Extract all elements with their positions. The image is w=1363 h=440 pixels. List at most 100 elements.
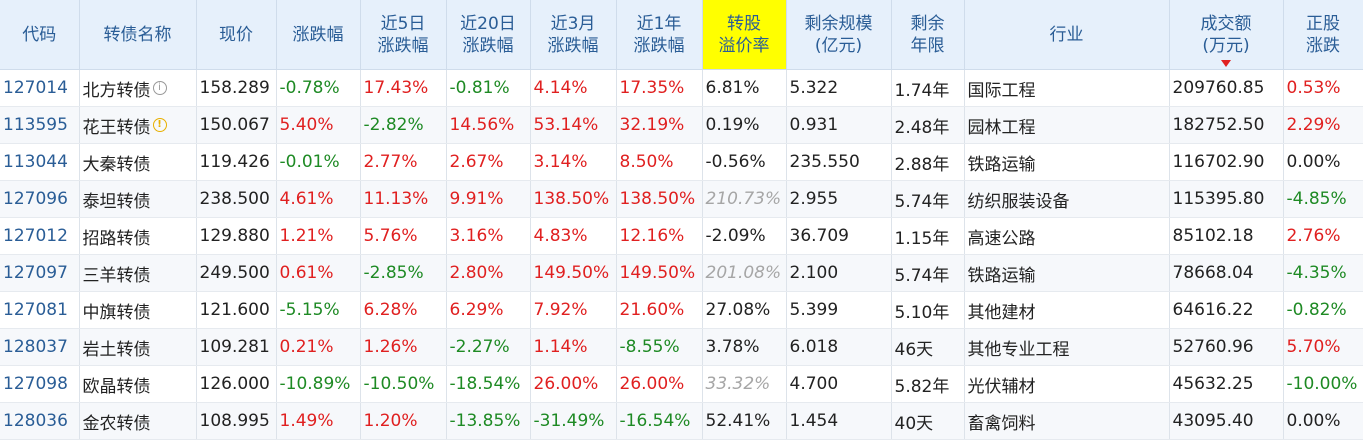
- bond-name[interactable]: 欧晶转债: [82, 376, 151, 397]
- cell-name[interactable]: 花王转债!: [79, 106, 197, 144]
- column-header-name[interactable]: 转债名称: [79, 0, 197, 70]
- cell-code[interactable]: 128036: [0, 402, 80, 440]
- table-row[interactable]: 113044 大秦转债 119.426 -0.01% 2.77% 2.67% 3.14% 8.…: [0, 143, 1363, 181]
- table-row[interactable]: 127097 三羊转债 249.500 0.61% -2.85% 2.80% 149.50%…: [0, 254, 1363, 292]
- cell-chg1y: -8.55%: [616, 328, 703, 366]
- cell-price: 129.880: [196, 217, 277, 255]
- table-row[interactable]: 127096 泰坦转债 238.500 4.61% 11.13% 9.91% 138.50%…: [0, 180, 1363, 218]
- cell-turnover: 85102.18: [1169, 217, 1284, 255]
- column-header-price[interactable]: 现价: [196, 0, 277, 70]
- cell-chg3m: 4.83%: [530, 217, 617, 255]
- cell-name[interactable]: 泰坦转债: [79, 180, 197, 218]
- cell-chg20: 9.91%: [446, 180, 531, 218]
- cell-chg20: 14.56%: [446, 106, 531, 144]
- cell-years: 1.74年: [891, 69, 965, 107]
- table-row[interactable]: 127012 招路转债 129.880 1.21% 5.76% 3.16% 4.83% 12.…: [0, 217, 1363, 255]
- bond-name[interactable]: 岩土转债: [82, 339, 151, 360]
- cell-stock: 0.00%: [1283, 402, 1363, 440]
- cell-code[interactable]: 113044: [0, 143, 80, 181]
- cell-price: 126.000: [196, 365, 277, 403]
- table-row[interactable]: 128036 金农转债 108.995 1.49% 1.20% -13.85% -31.49…: [0, 402, 1363, 440]
- cell-chg3m: 53.14%: [530, 106, 617, 144]
- cell-name[interactable]: 中旗转债: [79, 291, 197, 329]
- cell-chg20: 6.29%: [446, 291, 531, 329]
- column-header-change-5d[interactable]: 近5日 涨跌幅: [360, 0, 447, 70]
- column-header-stock-change[interactable]: 正股 涨跌: [1283, 0, 1363, 70]
- header-label: 现价: [219, 24, 253, 45]
- cell-code[interactable]: 127014: [0, 69, 80, 107]
- sort-desc-icon[interactable]: [1221, 60, 1231, 67]
- table-row[interactable]: 127081 中旗转债 121.600 -5.15% 6.28% 6.29% 7.92% 21…: [0, 291, 1363, 329]
- header-label-line2: 涨跌幅: [633, 35, 685, 56]
- cell-turnover: 45632.25: [1169, 365, 1284, 403]
- bond-name[interactable]: 中旗转债: [82, 302, 151, 323]
- header-label-line2: 涨跌幅: [462, 35, 514, 56]
- cell-chg: 5.40%: [276, 106, 361, 144]
- cell-price: 121.600: [196, 291, 277, 329]
- cell-chg3m: -31.49%: [530, 402, 617, 440]
- cell-name[interactable]: 金农转债: [79, 402, 197, 440]
- bond-name[interactable]: 花王转债: [82, 117, 151, 138]
- cell-stock: -0.82%: [1283, 291, 1363, 329]
- bond-name[interactable]: 大秦转债: [82, 154, 151, 175]
- cell-name[interactable]: 岩土转债: [79, 328, 197, 366]
- bond-name[interactable]: 北方转债: [82, 80, 151, 101]
- column-header-change-3m[interactable]: 近3月 涨跌幅: [530, 0, 617, 70]
- cell-chg5: 11.13%: [360, 180, 447, 218]
- table-row[interactable]: 127098 欧晶转债 126.000 -10.89% -10.50% -18.54% 26…: [0, 365, 1363, 403]
- cell-chg5: -2.85%: [360, 254, 447, 292]
- cell-chg: -0.01%: [276, 143, 361, 181]
- warning-icon[interactable]: !: [152, 118, 167, 132]
- info-icon[interactable]: i: [152, 81, 167, 95]
- cell-premium: 52.41%: [702, 402, 787, 440]
- table-row[interactable]: 128037 岩土转债 109.281 0.21% 1.26% -2.27% 1.14% -8…: [0, 328, 1363, 366]
- cell-chg: -10.89%: [276, 365, 361, 403]
- cell-stock: 0.00%: [1283, 143, 1363, 181]
- column-header-change-20d[interactable]: 近20日 涨跌幅: [446, 0, 531, 70]
- column-header-change-1y[interactable]: 近1年 涨跌幅: [616, 0, 703, 70]
- cell-chg: 0.61%: [276, 254, 361, 292]
- table-row[interactable]: 113595 花王转债! 150.067 5.40% -2.82% 14.56% 53.14…: [0, 106, 1363, 144]
- cell-name[interactable]: 三羊转债: [79, 254, 197, 292]
- cell-code[interactable]: 127096: [0, 180, 80, 218]
- cell-price: 109.281: [196, 328, 277, 366]
- bond-name[interactable]: 金农转债: [82, 413, 151, 434]
- cell-name[interactable]: 大秦转债: [79, 143, 197, 181]
- cell-years: 5.74年: [891, 180, 965, 218]
- cell-chg3m: 3.14%: [530, 143, 617, 181]
- cell-stock: -4.85%: [1283, 180, 1363, 218]
- header-label: 代码: [22, 24, 57, 45]
- cell-code[interactable]: 127097: [0, 254, 80, 292]
- cell-name[interactable]: 欧晶转债: [79, 365, 197, 403]
- bond-name[interactable]: 泰坦转债: [82, 191, 151, 212]
- cell-stock: -10.00%: [1283, 365, 1363, 403]
- cell-chg5: 2.77%: [360, 143, 447, 181]
- column-header-change[interactable]: 涨跌幅: [276, 0, 361, 70]
- cell-chg: -0.78%: [276, 69, 361, 107]
- column-header-turnover[interactable]: 成交额 (万元): [1169, 0, 1284, 70]
- cell-code[interactable]: 127081: [0, 291, 80, 329]
- table-row[interactable]: 127014 北方转债 i 158.289 -0.78% 17.43% -0.81% 4.14…: [0, 69, 1363, 107]
- cell-code[interactable]: 128037: [0, 328, 80, 366]
- cell-chg1y: 32.19%: [616, 106, 703, 144]
- column-header-conversion-premium[interactable]: 转股 溢价率: [702, 0, 787, 70]
- column-header-industry[interactable]: 行业: [964, 0, 1170, 70]
- cell-name[interactable]: 北方转债 i: [79, 69, 197, 107]
- header-label: 近20日: [460, 13, 516, 34]
- column-header-code[interactable]: 代码: [0, 0, 80, 70]
- cell-chg20: -2.27%: [446, 328, 531, 366]
- cell-chg20: -13.85%: [446, 402, 531, 440]
- cell-turnover: 78668.04: [1169, 254, 1284, 292]
- cell-code[interactable]: 113595: [0, 106, 80, 144]
- column-header-remaining-years[interactable]: 剩余 年限: [891, 0, 965, 70]
- cell-premium: 33.32%: [702, 365, 787, 403]
- bond-name[interactable]: 三羊转债: [82, 265, 151, 286]
- bond-name[interactable]: 招路转债: [82, 228, 151, 249]
- column-header-remaining-scale[interactable]: 剩余规模 (亿元): [786, 0, 892, 70]
- cell-code[interactable]: 127012: [0, 217, 80, 255]
- cell-code[interactable]: 127098: [0, 365, 80, 403]
- cell-name[interactable]: 招路转债: [79, 217, 197, 255]
- cell-turnover: 43095.40: [1169, 402, 1284, 440]
- cell-turnover: 182752.50: [1169, 106, 1284, 144]
- header-label-line2: (亿元): [814, 35, 863, 56]
